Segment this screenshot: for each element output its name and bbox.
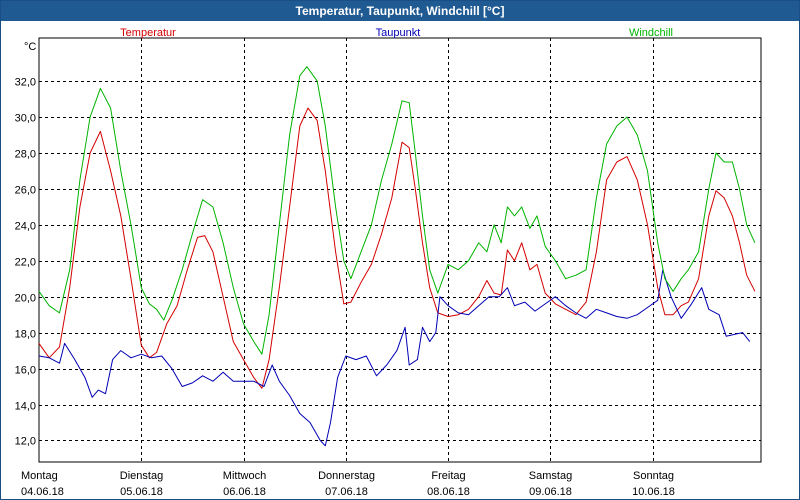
x-tick-date: 09.06.18 xyxy=(529,486,572,498)
x-tick-date: 07.06.18 xyxy=(325,486,368,498)
plot-area xyxy=(38,37,762,463)
series-lines xyxy=(38,66,756,447)
x-tick-day: Mittwoch xyxy=(223,470,266,482)
plot-border xyxy=(38,37,762,463)
x-tick-day: Dienstag xyxy=(120,470,163,482)
y-tick-label: 32,0 xyxy=(15,77,36,89)
y-tick-label: 14,0 xyxy=(15,401,36,413)
x-tick-day: Montag xyxy=(21,470,58,482)
y-axis: 32,0 30,0 28,0 26,0 24,0 22,0 20,0 18,0 16,0 14,0… xyxy=(15,41,37,448)
y-tick-label: 12,0 xyxy=(15,436,36,448)
y-tick-label: 16,0 xyxy=(15,365,36,377)
x-tick-day: Samstag xyxy=(529,470,572,482)
x-tick-date: 10.06.18 xyxy=(632,486,675,498)
legend-windchill: Windchill xyxy=(629,27,673,39)
legend-temperatur: Temperatur xyxy=(120,27,176,39)
y-tick-label: 18,0 xyxy=(15,329,36,341)
legend: Temperatur Taupunkt Windchill xyxy=(120,27,673,39)
x-tick-day: Sonntag xyxy=(633,470,674,482)
x-axis: Montag 04.06.18 Dienstag 05.06.18 Mittwoch 06… xyxy=(21,470,675,498)
y-tick-label: 26,0 xyxy=(15,185,36,197)
y-tick-label: 24,0 xyxy=(15,221,36,233)
x-tick-date: 06.06.18 xyxy=(223,486,266,498)
series-line-temperatur xyxy=(38,107,756,389)
x-tick-day: Freitag xyxy=(431,470,465,482)
series-line-windchill xyxy=(38,66,756,355)
legend-taupunkt: Taupunkt xyxy=(376,27,421,39)
series-line-taupunkt xyxy=(38,269,751,447)
window-title: Temperatur, Taupunkt, Windchill [°C] xyxy=(1,1,799,21)
y-tick-label: 30,0 xyxy=(15,113,36,125)
y-axis-unit: °C xyxy=(24,41,36,53)
x-tick-day: Donnerstag xyxy=(318,470,375,482)
x-tick-date: 04.06.18 xyxy=(21,486,64,498)
x-tick-date: 05.06.18 xyxy=(120,486,163,498)
y-tick-label: 28,0 xyxy=(15,149,36,161)
y-tick-label: 22,0 xyxy=(15,257,36,269)
y-tick-label: 20,0 xyxy=(15,293,36,305)
x-tick-date: 08.06.18 xyxy=(427,486,470,498)
